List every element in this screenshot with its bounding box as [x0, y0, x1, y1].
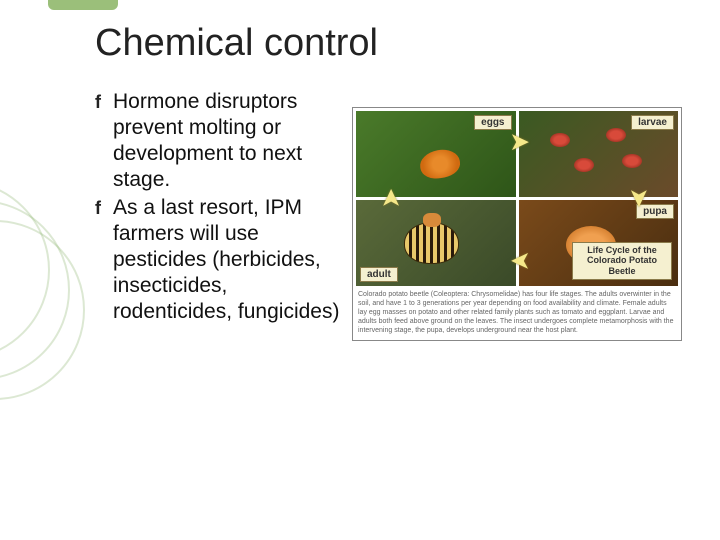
lifecycle-figure: eggs larvae adult [352, 107, 682, 341]
label-eggs: eggs [474, 115, 511, 130]
bullet-item: f As a last resort, IPM farmers will use… [95, 195, 340, 325]
bullet-text: As a last resort, IPM farmers will use p… [113, 195, 340, 325]
panel-adult: adult [356, 200, 516, 286]
larva-icon [574, 158, 594, 172]
bullet-glyph-icon: f [95, 195, 113, 221]
cycle-arrow-icon: ➤ [511, 129, 529, 155]
figure-title-line2: Colorado Potato Beetle [587, 255, 657, 276]
figure-title: Life Cycle of the Colorado Potato Beetle [572, 242, 672, 280]
label-larvae: larvae [631, 115, 674, 130]
bullet-list: f Hormone disruptors prevent molting or … [95, 89, 340, 341]
panel-eggs: eggs [356, 111, 516, 197]
larva-icon [550, 133, 570, 147]
eggs-icon [418, 146, 462, 181]
panel-pupa: pupa Life Cycle of the Colorado Potato B… [519, 200, 679, 286]
beetle-icon [404, 222, 459, 264]
cycle-arrow-icon: ➤ [511, 248, 529, 274]
panel-larvae: larvae [519, 111, 679, 197]
slide-left-decoration [0, 0, 55, 540]
slide-content: Chemical control f Hormone disruptors pr… [95, 22, 695, 341]
larva-icon [606, 128, 626, 142]
figure-column: eggs larvae adult [352, 89, 682, 341]
bullet-glyph-icon: f [95, 89, 113, 115]
figure-caption: Colorado potato beetle (Coleoptera: Chry… [356, 286, 678, 337]
lifecycle-grid: eggs larvae adult [356, 111, 678, 286]
slide-body: f Hormone disruptors prevent molting or … [95, 89, 695, 341]
cycle-arrow-icon: ➤ [378, 188, 404, 206]
slide-top-accent [48, 0, 118, 10]
larva-icon [622, 154, 642, 168]
cycle-arrow-icon: ➤ [626, 188, 652, 206]
bullet-item: f Hormone disruptors prevent molting or … [95, 89, 340, 193]
bullet-text: Hormone disruptors prevent molting or de… [113, 89, 340, 193]
label-adult: adult [360, 267, 398, 282]
figure-title-line1: Life Cycle of the [587, 245, 657, 255]
slide-title: Chemical control [95, 22, 695, 65]
